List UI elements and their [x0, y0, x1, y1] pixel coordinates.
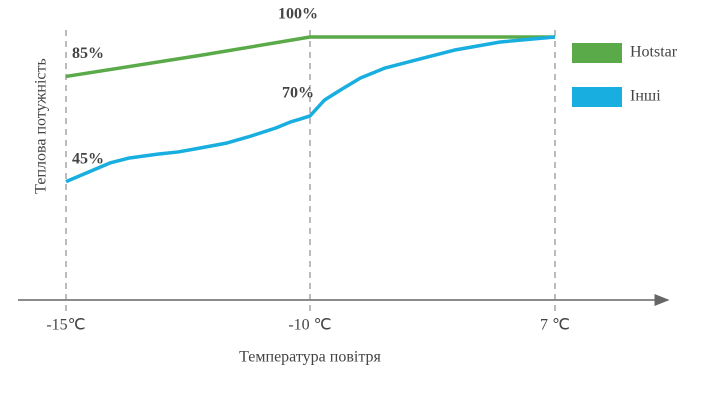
legend-label: Інші — [630, 88, 661, 105]
legend-label: Hotstar — [630, 44, 678, 61]
data-label: 45% — [72, 150, 104, 167]
legend-swatch — [572, 87, 622, 107]
data-label: 85% — [72, 45, 104, 62]
x-tick-label: -15℃ — [46, 317, 85, 334]
data-label: 100% — [278, 6, 318, 23]
x-tick-label: -10 ℃ — [288, 317, 331, 334]
legend-swatch — [572, 43, 622, 63]
line — [65, 35, 555, 79]
y-axis-title: Теплова потужність — [33, 58, 50, 194]
line — [65, 35, 556, 184]
x-axis-title: Температура повітря — [239, 349, 381, 366]
data-label: 70% — [282, 85, 314, 102]
x-tick-label: 7 ℃ — [540, 317, 570, 334]
